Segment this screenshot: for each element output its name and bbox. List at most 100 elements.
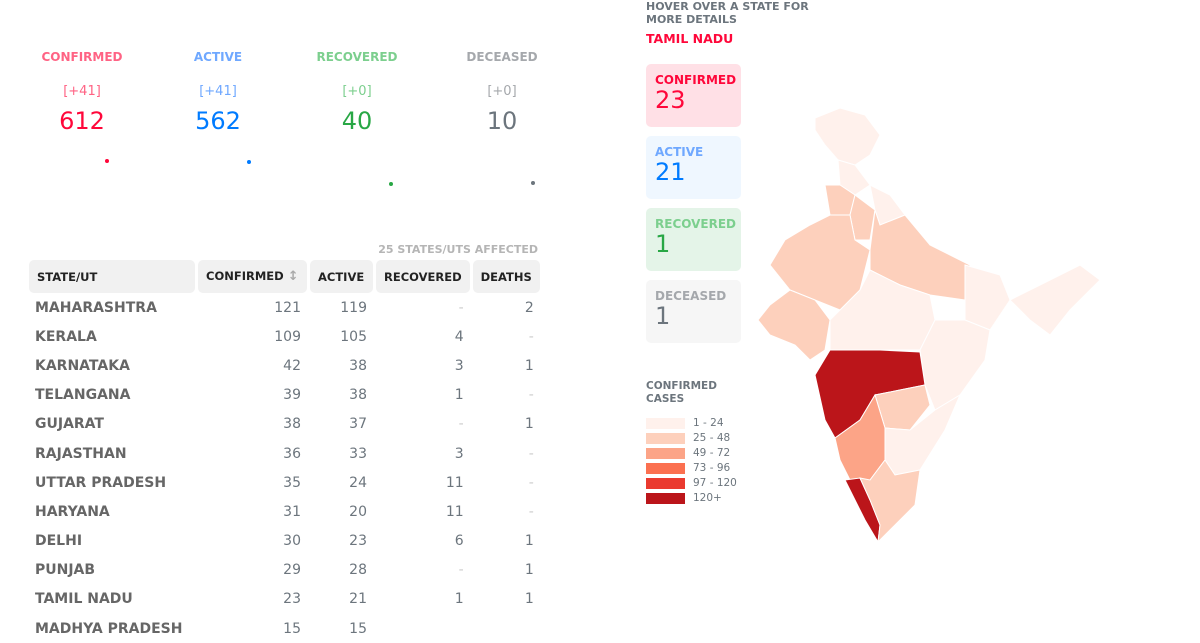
state-bihar-east[interactable] [964,264,1011,331]
cell-confirmed: 35 [283,474,301,491]
cell-confirmed: 38 [283,416,301,433]
cell-active: 37 [349,416,367,433]
state-stat-recovered: RECOVERED 1 [646,208,741,271]
cell-confirmed: 39 [283,387,301,404]
legend-swatch [646,432,685,444]
header-label: ACTIVE [318,269,365,284]
cell-state: RAJASTHAN [35,445,127,462]
cell-active: 20 [349,503,367,520]
states-affected-count: 25 STATES/UTS AFFECTED [378,243,538,256]
legend-label: 73 - 96 [693,462,731,474]
table-row[interactable]: GUJARAT 38 37 - 1 [29,410,540,439]
state-jammu-kashmir[interactable] [814,107,881,166]
stat-label: CONFIRMED [655,73,737,87]
table-row[interactable]: TELANGANA 39 38 1 - [29,381,540,410]
header-label: CONFIRMED [206,269,284,283]
summary-delta: [+41] [199,84,237,99]
cell-active: 105 [340,328,367,345]
legend-item: 97 - 120 [646,477,737,489]
stat-value: 1 [655,302,671,330]
cell-state: GUJARAT [35,416,104,433]
legend-swatch [646,417,685,429]
cell-state: HARYANA [35,503,110,520]
stat-value: 23 [655,86,686,114]
cell-active: 28 [349,562,367,579]
state-rajasthan[interactable] [769,214,871,311]
sparkline-dot [247,160,251,164]
cell-deaths [473,614,540,643]
state-chhattisgarh-odisha[interactable] [919,319,991,411]
table-row[interactable]: MADHYA PRADESH 15 15 [29,614,540,643]
summary-confirmed: CONFIRMED [+41] 612 [12,50,152,135]
summary-value: 40 [341,107,373,135]
stat-value: 1 [655,230,671,258]
header-state[interactable]: STATE/UT [29,260,195,293]
india-map [757,107,1101,544]
header-recovered[interactable]: RECOVERED [376,260,470,293]
header-deaths[interactable]: DEATHS [472,260,540,293]
cell-state: TELANGANA [35,387,131,404]
cell-confirmed: 31 [283,503,301,520]
state-northeast[interactable] [1009,264,1101,336]
cell-confirmed: 109 [274,328,301,345]
cell-state: UTTAR PRADESH [35,474,167,491]
summary-value: 10 [486,107,518,135]
state-himachal[interactable] [837,159,871,196]
cell-deaths: - [528,328,534,345]
cell-deaths: - [528,445,534,462]
cell-deaths: 1 [524,357,534,374]
cell-recovered: 1 [454,387,464,404]
cell-recovered: 11 [445,503,464,520]
cell-state: KARNATAKA [35,357,130,374]
table-row[interactable]: KERALA 109 105 4 - [29,322,540,351]
legend-label: 49 - 72 [693,447,731,459]
stat-label: DECEASED [655,289,727,303]
state-tamil-nadu[interactable] [859,459,921,544]
legend-swatch [646,462,685,474]
cell-active: 23 [349,533,367,550]
table-row[interactable]: TAMIL NADU 23 21 1 1 [29,585,540,614]
cell-deaths: 2 [524,299,534,316]
table-row[interactable]: KARNATAKA 42 38 3 1 [29,351,540,380]
state-stat-confirmed: CONFIRMED 23 [646,64,741,127]
legend-title: CONFIRMED CASES [646,380,717,405]
header-active[interactable]: ACTIVE [310,260,373,293]
cell-deaths: 1 [524,562,534,579]
state-stat-active: ACTIVE 21 [646,136,741,199]
cell-recovered: 1 [454,591,464,608]
cell-active: 119 [340,299,367,316]
cell-confirmed: 15 [283,620,301,637]
table-row[interactable]: HARYANA 31 20 11 - [29,497,540,526]
table-row[interactable]: MAHARASHTRA 121 119 - 2 [29,293,540,322]
table-row[interactable]: RAJASTHAN 36 33 3- [29,439,540,468]
cell-recovered: 3 [454,445,464,462]
stat-value: 21 [655,158,686,186]
header-confirmed[interactable]: CONFIRMED ↕ [198,260,307,293]
cell-deaths: - [528,474,534,491]
summary-label: ACTIVE [193,50,243,64]
cell-active: 15 [349,620,367,637]
cell-confirmed: 30 [283,533,301,550]
legend-label: 97 - 120 [693,477,737,489]
summary-recovered: RECOVERED [+0] 40 [287,50,427,135]
table-row[interactable]: PUNJAB 29 28 - 1 [29,556,540,585]
summary-active: ACTIVE [+41] 562 [148,50,288,135]
sort-arrows-icon: ↕ [287,269,299,284]
cell-active: 21 [349,591,367,608]
cell-confirmed: 23 [283,591,301,608]
cell-state: PUNJAB [35,562,96,579]
sparkline-dot [389,182,393,186]
cell-recovered [376,614,470,643]
legend-label: 120+ [693,492,722,504]
cell-state: TAMIL NADU [35,591,133,608]
cell-state: MAHARASHTRA [35,299,157,316]
stat-label: ACTIVE [655,145,704,159]
table-row[interactable]: DELHI 30 23 6 1 [29,527,540,556]
legend-swatch [646,447,685,459]
cell-active: 24 [349,474,367,491]
states-table: STATE/UT CONFIRMED ↕ ACTIVE RECOVERED DE… [26,260,543,643]
legend-swatch [646,477,685,489]
stat-label: RECOVERED [655,217,737,231]
state-gujarat[interactable] [757,289,831,361]
table-row[interactable]: UTTAR PRADESH 35 24 11 - [29,468,540,497]
